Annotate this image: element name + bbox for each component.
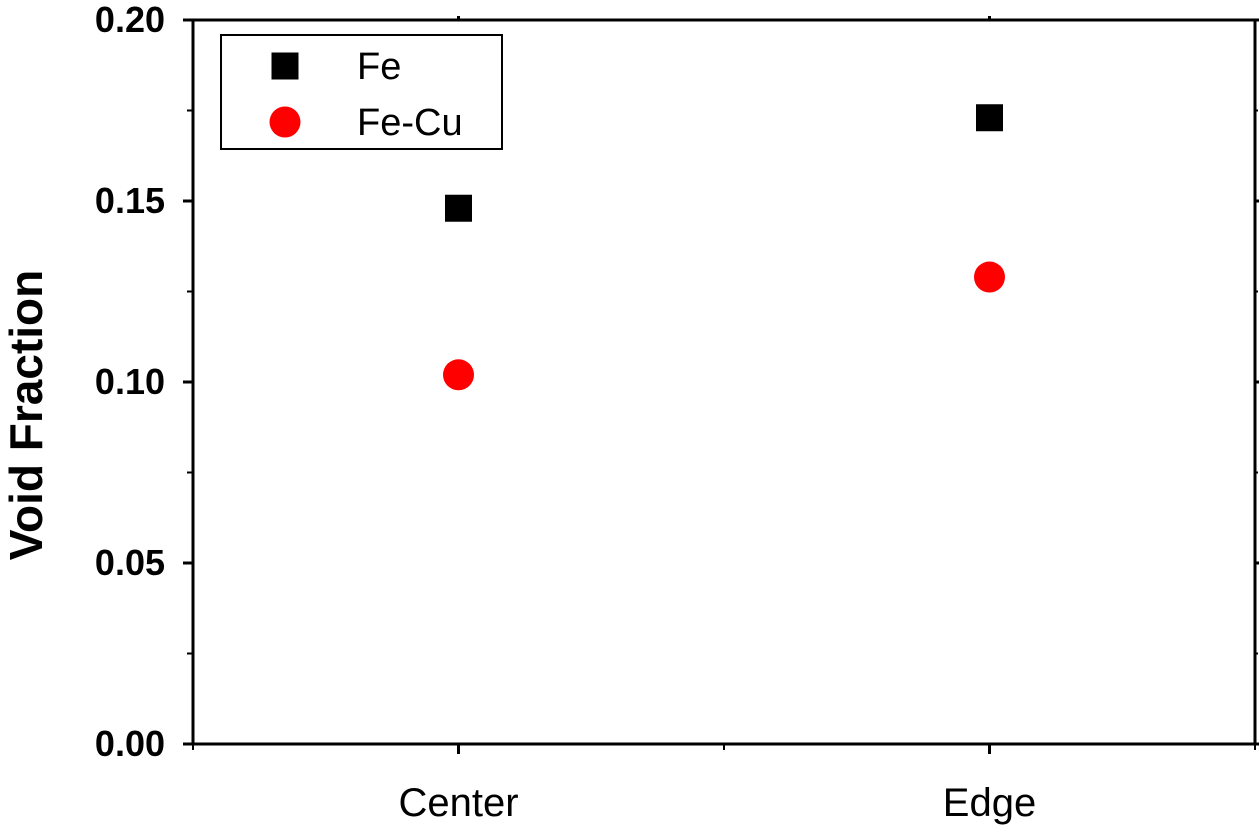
legend: Fe Fe-Cu xyxy=(220,34,503,150)
legend-marker xyxy=(271,52,299,80)
legend-label: Fe-Cu xyxy=(357,102,463,144)
data-point-fe-cu xyxy=(443,359,474,391)
y-tick-label: 0.15 xyxy=(95,180,165,221)
x-axis-ticks: Center Edge xyxy=(192,16,1256,825)
legend-box xyxy=(220,34,503,150)
x-tick-label: Edge xyxy=(943,781,1036,825)
y-tick-label: 0.05 xyxy=(95,542,165,583)
y-tick-label: 0.00 xyxy=(95,723,165,764)
data-point-fe xyxy=(976,104,1003,132)
x-tick-label: Center xyxy=(398,781,518,825)
legend-marker xyxy=(269,106,301,138)
y-axis-ticks: 0.00 0.05 0.10 0.15 0.20 xyxy=(95,0,1259,764)
y-tick-label: 0.20 xyxy=(95,0,165,40)
data-point-fe-cu xyxy=(974,261,1005,293)
y-tick-label: 0.10 xyxy=(95,361,165,402)
legend-label: Fe xyxy=(357,46,401,88)
data-point-fe xyxy=(445,194,472,222)
data-points xyxy=(443,104,1005,391)
y-axis-title: Void Fraction xyxy=(0,270,52,561)
